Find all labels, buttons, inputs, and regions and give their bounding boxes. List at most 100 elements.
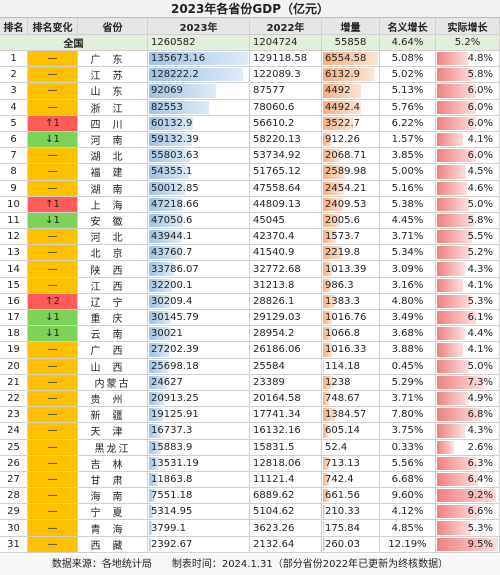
nominal-growth-cell: 1.57% [380,131,436,148]
rank-cell: 5 [0,115,28,131]
province: 西藏 [90,540,135,552]
nominal-growth-cell: 0.45% [380,358,436,374]
rank-change-cell: — [28,277,78,293]
nominal-growth-cell: 5.38% [380,196,436,212]
gdp-2022: 20164.58 [253,393,301,405]
gdp-2023-cell: 24627 [148,374,250,390]
rank: 25 [7,441,20,453]
province: 福建 [90,168,135,180]
real-growth-cell: 4.8% [436,51,500,67]
gdp-2022: 3623.26 [253,522,295,534]
gdp-2023: 3799.1 [151,522,186,534]
gdp-2023-cell: 7551.18 [148,488,250,504]
nominal-growth-cell: 12.19% [380,536,436,552]
increase-bar [323,472,330,487]
real-growth-bar [437,343,464,357]
real-growth-bar [437,359,470,373]
gdp-2023-bar [149,100,210,114]
header-text: 增量 [340,22,361,34]
nominal-growth-cell: 3.75% [380,423,436,439]
increase-cell: 114.18 [322,358,380,374]
real-growth-cell: 6.0% [436,83,500,99]
rank-cell: 1 [0,51,28,67]
nominal-growth-cell: 3.68% [380,326,436,342]
increase: 986.3 [325,279,354,291]
gdp-2022: 28826.1 [253,295,295,307]
rank-cell: 20 [0,358,28,374]
rank-change-cell: ↑2 [28,293,78,309]
gdp-2023: 92069 [151,85,183,97]
gdp-2022: 44809.13 [253,198,301,210]
rank: 16 [7,295,20,307]
rank-change: — [47,441,58,453]
gdp-2022-cell: 122089.3 [250,67,322,83]
nominal-growth: 3.71% [391,393,424,405]
province: 内蒙古 [94,378,131,390]
rank: 10 [7,198,20,210]
gdp-2023: 30021 [151,328,183,340]
increase: 1383.3 [325,295,360,307]
gdp-2023-cell: 11863.8 [148,471,250,488]
data-row: 20 — 山西 25698.18 25584 114.18 0.45% 5.0% [0,358,500,375]
rank: 29 [7,506,20,518]
real-growth: 6.0% [467,117,493,129]
increase-bar [323,327,332,341]
rank-change-cell: — [28,164,78,180]
nominal-growth: 5.02% [391,69,424,81]
rank-cell: 10 [0,196,28,212]
nominal-growth: 4.80% [391,295,424,307]
gdp-2022-cell: 3623.26 [250,520,322,536]
increase-bar [323,391,330,406]
increase: 661.56 [325,490,360,502]
real-growth-bar [437,116,476,130]
gdp-2022: 32772.68 [253,263,301,275]
gdp-2023-cell: 19125.91 [148,407,250,423]
rank: 12 [7,231,20,243]
nominal-growth-cell: 3.49% [380,310,436,326]
increase: 1013.39 [325,263,367,275]
rank-cell: 13 [0,245,28,261]
real-growth: 9.2% [467,490,493,502]
increase-cell: 1016.33 [322,342,380,358]
gdp-2023-bar [149,489,155,503]
gdp-2023-bar [149,391,165,406]
province: 宁夏 [90,508,135,520]
rank-change: — [47,490,58,502]
rank-change: — [47,506,58,518]
increase: 3522.7 [325,117,360,129]
rank: 26 [7,457,20,469]
gdp-2023: 20913.25 [151,393,199,405]
rank-change-cell: — [28,390,78,407]
gdp-2023: 15883.9 [151,441,193,453]
province-cell: 山西 [78,358,148,374]
gdp-2023-cell: 20913.25 [148,390,250,407]
real-growth-cell: 6.4% [436,471,500,488]
real-growth-cell: 5.5% [436,229,500,245]
rank-cell: 29 [0,504,28,520]
data-row: 16 ↑2 辽宁 30209.4 28826.1 1383.3 4.80% 5.3% [0,293,500,310]
real-growth: 4.5% [467,166,493,178]
rank-change-cell: — [28,488,78,504]
header-cell: 排名 [0,18,28,34]
real-growth: 5.0% [467,360,493,372]
gdp-2022-cell: 15831.5 [250,439,322,455]
rank: 30 [7,522,20,534]
real-growth-cell: 4.1% [436,131,500,148]
province-cell: 黑龙江 [78,439,148,455]
gdp-2022-cell: 11121.4 [250,471,322,488]
province-cell: 湖南 [78,180,148,196]
increase: 4492 [325,85,351,97]
rank-change-cell: — [28,229,78,245]
nominal-growth: 5.56% [391,457,424,469]
gdp-2023: 43760.7 [151,247,193,259]
increase-cell: 912.26 [322,131,380,148]
rank-change: ↑1 [45,117,60,129]
gdp-2022-cell: 53734.92 [250,148,322,164]
table-title: 2023年各省份GDP（亿元） [0,0,500,18]
rank-cell: 3 [0,83,28,99]
gdp-2023-bar [149,456,159,470]
gdp-2022: 78060.6 [253,101,295,113]
increase-bar [323,294,335,308]
increase-bar [323,311,332,325]
data-row: 30 — 青海 3799.1 3623.26 175.84 4.85% 5.3% [0,520,500,537]
